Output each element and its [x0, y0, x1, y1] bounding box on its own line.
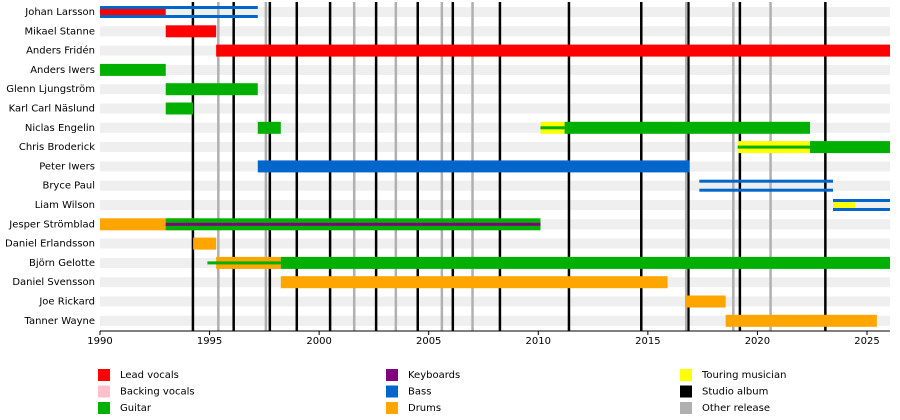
tenure-bar	[540, 126, 565, 130]
legend-swatch	[98, 402, 110, 414]
x-tick-label: 2010	[526, 336, 551, 347]
member-name: Joe Rickard	[38, 297, 95, 308]
legend-label: Drums	[408, 403, 441, 414]
legend-label: Guitar	[120, 403, 152, 414]
tenure-bar	[165, 102, 194, 115]
tenure-bar	[257, 121, 281, 134]
row-band	[100, 180, 890, 191]
tenure-bar	[685, 295, 726, 308]
tenure-bar	[280, 256, 891, 269]
member-name: Glenn Ljungström	[6, 84, 95, 95]
member-name: Chris Broderick	[19, 142, 95, 153]
tenure-bar	[193, 237, 217, 250]
x-tick-label: 1995	[197, 336, 222, 347]
legend-label: Bass	[408, 387, 431, 398]
tenure-bar	[100, 6, 258, 9]
row-band	[100, 238, 890, 249]
legend-label: Lead vocals	[120, 370, 179, 381]
tenure-bar	[833, 199, 890, 202]
legend-label: Keyboards	[408, 370, 460, 381]
tenure-bar	[100, 15, 258, 18]
row-band	[100, 26, 890, 37]
legend-label: Backing vocals	[120, 387, 195, 398]
row-band	[100, 315, 890, 326]
x-tick-label: 2020	[745, 336, 770, 347]
member-name: Johan Larsson	[24, 7, 95, 18]
member-name: Peter Iwers	[39, 161, 95, 172]
tenure-bar	[257, 160, 690, 173]
tenure-bar	[216, 44, 891, 57]
member-name: Jesper Strömblad	[8, 219, 95, 230]
tenure-bar	[810, 141, 890, 154]
legend-swatch	[386, 369, 398, 381]
x-tick-label: 2000	[306, 336, 331, 347]
row-band	[100, 84, 890, 95]
legend-swatch	[680, 369, 692, 381]
legend-swatch	[386, 402, 398, 414]
tenure-bar	[280, 276, 668, 289]
tenure-bar	[699, 188, 834, 192]
row-band	[100, 7, 890, 17]
member-name: Anders Iwers	[30, 65, 95, 76]
tenure-bar	[100, 63, 166, 76]
legend-swatch	[386, 385, 398, 398]
member-name: Niclas Engelin	[25, 123, 95, 134]
legend-swatch	[98, 385, 110, 398]
tenure-bar	[165, 25, 217, 38]
x-tick-label: 2005	[416, 336, 441, 347]
row-band	[100, 122, 890, 133]
member-name: Anders Fridén	[26, 45, 95, 57]
row-band	[100, 103, 890, 114]
legend-swatch	[680, 402, 692, 414]
member-name: Daniel Erlandsson	[5, 239, 95, 250]
x-tick-label: 2015	[635, 336, 660, 347]
member-name: Karl Carl Näslund	[9, 104, 95, 115]
legend-label: Other release	[702, 403, 770, 414]
tenure-bar	[699, 179, 834, 183]
member-name: Tanner Wayne	[24, 316, 95, 327]
tenure-bar	[207, 261, 281, 265]
x-tick-label: 2025	[854, 336, 879, 347]
tenure-bar	[737, 145, 811, 149]
legend-swatch	[98, 369, 110, 381]
tenure-bar	[725, 314, 877, 327]
row-band	[100, 142, 890, 153]
tenure-bar	[165, 222, 541, 226]
member-name: Daniel Svensson	[12, 277, 95, 288]
legend-label: Studio album	[702, 387, 768, 398]
tenure-bar	[833, 208, 890, 211]
member-name: Björn Gelotte	[29, 258, 95, 269]
legend-label: Touring musician	[701, 370, 786, 381]
x-tick-label: 1990	[87, 336, 112, 347]
member-name: Mikael Stanne	[25, 26, 95, 37]
member-name: Liam Wilson	[35, 200, 95, 211]
tenure-bar	[165, 83, 258, 96]
member-name: Bryce Paul	[42, 181, 95, 192]
row-band	[100, 200, 890, 210]
row-band	[100, 296, 890, 307]
legend-swatch	[680, 385, 692, 398]
tenure-bar	[564, 121, 811, 134]
row-band	[100, 64, 890, 75]
